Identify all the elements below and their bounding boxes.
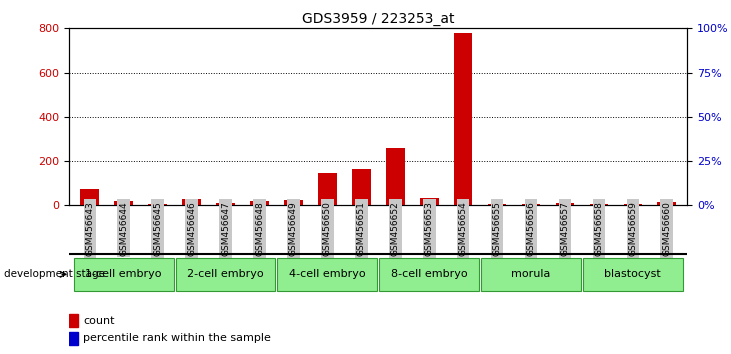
Text: GSM456646: GSM456646	[187, 201, 196, 256]
Bar	[80, 189, 99, 205]
FancyBboxPatch shape	[74, 258, 174, 291]
Bar	[488, 204, 507, 205]
Text: 1-cell embryo: 1-cell embryo	[86, 269, 162, 279]
Text: GSM456658: GSM456658	[594, 201, 603, 256]
Text: GSM456660: GSM456660	[662, 201, 671, 256]
Title: GDS3959 / 223253_at: GDS3959 / 223253_at	[302, 12, 455, 26]
FancyBboxPatch shape	[379, 258, 479, 291]
Text: GSM456657: GSM456657	[561, 201, 569, 256]
FancyBboxPatch shape	[481, 258, 581, 291]
Bar	[148, 204, 167, 205]
Bar	[318, 172, 337, 205]
FancyBboxPatch shape	[278, 258, 377, 291]
Bar	[69, 314, 78, 327]
Text: GSM456651: GSM456651	[357, 201, 366, 256]
Text: GSM456653: GSM456653	[425, 201, 433, 256]
Bar	[590, 204, 608, 205]
Text: 8-cell embryo: 8-cell embryo	[391, 269, 468, 279]
Bar	[182, 199, 201, 205]
Bar	[454, 33, 472, 205]
Text: GSM456647: GSM456647	[221, 201, 230, 256]
Bar	[657, 202, 676, 205]
Bar	[250, 201, 269, 205]
Bar	[420, 198, 439, 205]
Text: GSM456659: GSM456659	[629, 201, 637, 256]
Text: GSM456650: GSM456650	[323, 201, 332, 256]
Text: GSM456649: GSM456649	[289, 201, 298, 256]
FancyBboxPatch shape	[583, 258, 683, 291]
Text: GSM456654: GSM456654	[458, 201, 468, 256]
Text: GSM456652: GSM456652	[391, 201, 400, 256]
Bar	[556, 202, 575, 205]
Bar	[284, 200, 303, 205]
FancyBboxPatch shape	[175, 258, 276, 291]
Text: count: count	[83, 316, 115, 326]
Text: GSM456655: GSM456655	[493, 201, 501, 256]
Text: morula: morula	[511, 269, 550, 279]
Bar	[386, 148, 404, 205]
Bar	[216, 202, 235, 205]
Bar	[69, 332, 78, 345]
Text: 4-cell embryo: 4-cell embryo	[289, 269, 366, 279]
Bar	[624, 204, 642, 205]
Text: GSM456643: GSM456643	[86, 201, 94, 256]
Text: GSM456648: GSM456648	[255, 201, 264, 256]
Bar	[115, 201, 133, 205]
Bar	[522, 204, 540, 205]
Text: blastocyst: blastocyst	[605, 269, 662, 279]
Text: 2-cell embryo: 2-cell embryo	[187, 269, 264, 279]
Text: GSM456644: GSM456644	[119, 201, 128, 256]
Text: percentile rank within the sample: percentile rank within the sample	[83, 333, 271, 343]
Bar	[352, 170, 371, 205]
Text: GSM456645: GSM456645	[154, 201, 162, 256]
Text: GSM456656: GSM456656	[526, 201, 536, 256]
Text: development stage: development stage	[4, 269, 105, 279]
